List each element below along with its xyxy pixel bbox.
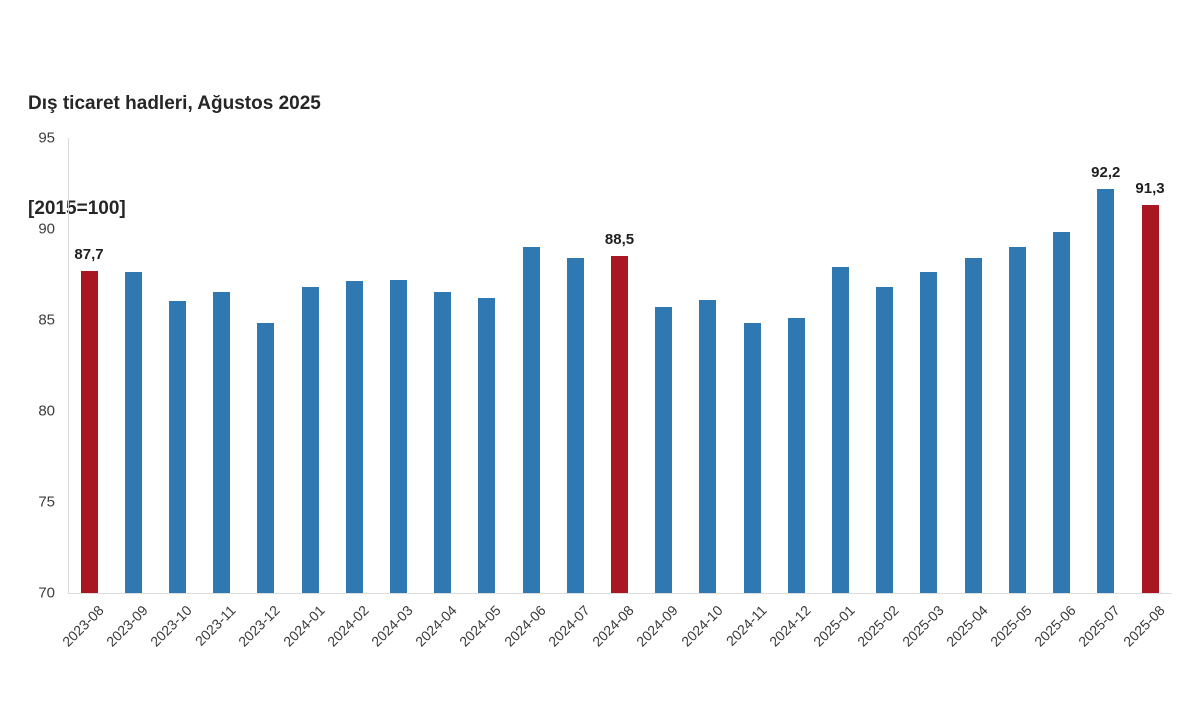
bar-2023-11 [213, 292, 231, 593]
x-axis-line [68, 593, 1172, 594]
x-axis-label-2025-08: 2025-08 [1119, 602, 1168, 650]
x-axis-label-2024-11: 2024-11 [722, 602, 770, 649]
x-axis-label-2024-02: 2024-02 [323, 602, 372, 650]
y-tick-label: 80 [38, 402, 55, 420]
bar-2024-01 [301, 286, 319, 593]
bar-2024-08 [611, 255, 628, 593]
x-axis-label-2024-05: 2024-05 [456, 602, 505, 650]
x-axis-label-2024-09: 2024-09 [633, 602, 682, 650]
y-tick-label: 90 [38, 220, 55, 238]
bar-value-label-2023-08: 87,7 [74, 245, 104, 263]
x-axis-label-2024-01: 2024-01 [279, 602, 328, 650]
y-tick-label: 85 [38, 311, 55, 329]
bar-2024-02 [345, 281, 363, 593]
x-axis-label-2023-08: 2023-08 [58, 602, 107, 650]
bar-2025-08 [1141, 204, 1159, 593]
bar-value-label-2024-08: 88,5 [604, 230, 635, 248]
bar-2025-05 [1008, 246, 1026, 593]
bar-2025-03 [920, 272, 938, 593]
y-tick-label: 95 [38, 129, 55, 146]
x-axis-label-2024-08: 2024-08 [589, 602, 637, 650]
x-axis-label-2025-05: 2025-05 [987, 602, 1035, 650]
x-axis-label-2024-04: 2024-04 [412, 602, 460, 650]
bar-2024-12 [787, 317, 805, 593]
x-axis-label-2024-12: 2024-12 [766, 602, 814, 650]
bar-2024-07 [566, 257, 584, 593]
y-tick-label: 70 [38, 584, 55, 602]
bar-2024-06 [522, 246, 540, 593]
bar-2025-04 [964, 257, 982, 593]
chart-title-line2: [2015=100] [28, 198, 126, 219]
x-axis-label-2024-07: 2024-07 [544, 602, 593, 650]
bar-2023-09 [124, 272, 142, 593]
bar-2024-03 [389, 279, 407, 593]
bar-2024-04 [434, 292, 452, 593]
x-axis-label-2024-06: 2024-06 [500, 602, 549, 650]
bar-2024-11 [743, 323, 761, 593]
bar-2023-08 [80, 270, 98, 593]
x-axis-label-2025-07: 2025-07 [1075, 602, 1124, 650]
bar-2024-09 [655, 306, 673, 593]
bar-2025-06 [1053, 232, 1071, 593]
bar-2025-01 [832, 266, 850, 593]
bar-2023-12 [257, 323, 275, 593]
x-axis-label-2023-09: 2023-09 [102, 602, 151, 650]
x-axis-label-2023-12: 2023-12 [235, 602, 284, 650]
chart-title: Dış ticaret hadleri, Ağustos 2025 [2015=… [28, 16, 321, 296]
x-axis-label-2025-06: 2025-06 [1031, 602, 1079, 650]
bar-2025-07 [1097, 188, 1115, 593]
bar-value-label-2025-08: 91,3 [1135, 179, 1165, 197]
x-axis-label-2024-03: 2024-03 [368, 602, 416, 650]
x-axis-label-2023-11: 2023-11 [192, 602, 239, 649]
x-axis-label-2025-03: 2025-03 [898, 602, 947, 650]
chart-title-line1: Dış ticaret hadleri, Ağustos 2025 [28, 93, 321, 114]
bar-2023-10 [168, 301, 186, 593]
bar-2025-02 [876, 286, 894, 593]
y-tick-label: 75 [38, 493, 55, 511]
x-axis-label-2025-04: 2025-04 [942, 602, 991, 650]
x-axis-label-2024-10: 2024-10 [677, 602, 726, 650]
bar-2024-10 [699, 299, 717, 593]
x-axis-label-2025-02: 2025-02 [854, 602, 903, 650]
bar-value-label-2025-07: 92,2 [1091, 163, 1121, 181]
bar-2024-05 [478, 297, 496, 593]
x-axis-label-2023-10: 2023-10 [147, 602, 195, 650]
x-axis-label-2025-01: 2025-01 [810, 602, 858, 650]
y-axis-line [68, 137, 69, 593]
